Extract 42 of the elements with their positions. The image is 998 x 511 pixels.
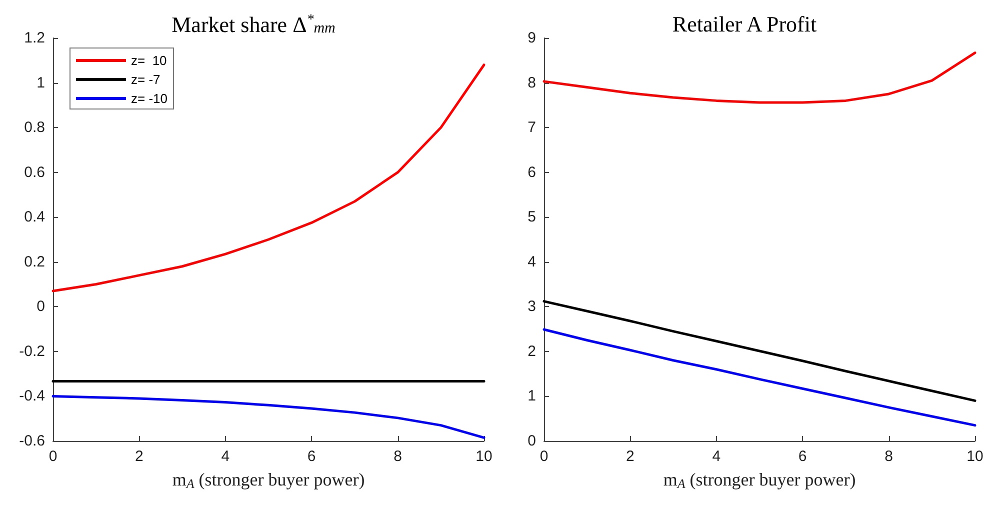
legend-label: z= -7	[131, 72, 160, 87]
x-tick-label: 2	[135, 448, 144, 465]
line-series	[542, 52, 976, 104]
x-tick-label: 6	[798, 448, 807, 465]
y-tick-label: 4	[528, 253, 536, 270]
chart-title: Market share Δ*mm	[172, 12, 336, 37]
y-tick-label: -0.6	[19, 432, 45, 450]
y-tick-label: 1	[36, 74, 45, 92]
y-tick-label: 3	[528, 298, 536, 316]
y-tick-label: -0.4	[19, 388, 45, 405]
x-tick-label: 8	[884, 448, 893, 465]
x-tick-label: 0	[540, 448, 548, 465]
x-tick-label: 2	[626, 448, 634, 465]
line-series	[52, 394, 486, 439]
y-tick-label: 5	[528, 208, 536, 226]
line-series	[542, 328, 976, 427]
x-tick-label: 4	[221, 448, 230, 465]
y-tick-label: -0.2	[19, 342, 45, 360]
y-tick-label: 7	[528, 119, 536, 136]
legend-label: z= -10	[131, 91, 168, 106]
y-tick-label: 1.2	[24, 30, 45, 46]
y-tick-label: 1	[528, 388, 536, 405]
y-tick-label: 8	[528, 74, 536, 92]
y-tick-label: 0.8	[24, 119, 45, 136]
line-series	[52, 64, 486, 292]
line-series	[542, 300, 976, 402]
legend-label: z= 10	[131, 53, 167, 68]
y-tick-label: 6	[528, 164, 536, 181]
x-tick-label: 8	[394, 448, 402, 465]
y-tick-label: 0.4	[24, 208, 45, 226]
x-tick-label: 6	[307, 448, 316, 465]
x-tick-label: 4	[712, 448, 721, 465]
y-tick-label: 0.2	[24, 253, 45, 270]
x-tick-label: 10	[966, 448, 984, 465]
y-tick-label: 0.6	[24, 164, 45, 181]
chart-title: Retailer A Profit	[672, 12, 817, 36]
y-tick-label: 0	[528, 432, 536, 450]
y-tick-label: 9	[528, 30, 536, 46]
x-tick-label: 10	[476, 448, 492, 465]
x-tick-label: 0	[48, 448, 58, 465]
y-tick-label: 0	[36, 298, 45, 316]
y-tick-label: 2	[528, 342, 536, 360]
